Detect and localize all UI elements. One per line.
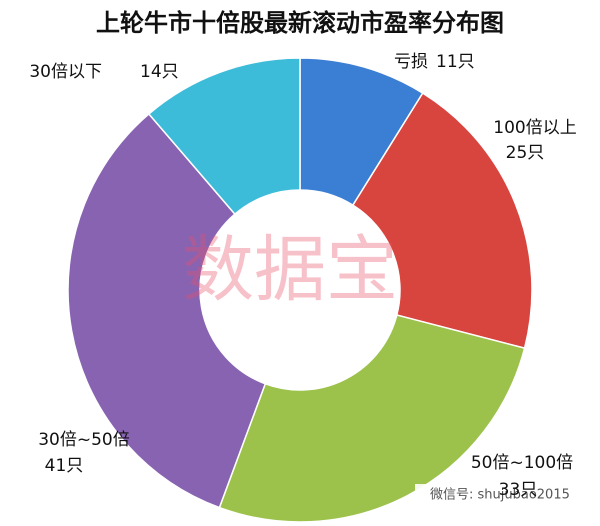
- category-label: 30倍以下: [29, 62, 102, 82]
- slice: [218, 314, 526, 523]
- value-label: 41只: [45, 456, 84, 476]
- category-label: 30倍~50倍: [38, 430, 130, 450]
- slice: [351, 92, 533, 350]
- value-label: 33只: [499, 480, 538, 500]
- donut: [67, 57, 533, 523]
- chart-title: 上轮牛市十倍股最新滚动市盈率分布图: [96, 9, 504, 37]
- category-label: 亏损: [394, 52, 428, 72]
- watermark: 数据宝: [182, 228, 398, 312]
- value-label: 14只: [140, 62, 179, 82]
- category-label: 100倍以上: [493, 118, 576, 138]
- slice: [147, 57, 301, 216]
- value-label: 11只: [436, 52, 475, 72]
- footer: 微信号: shujubao2015: [430, 488, 570, 503]
- value-label: 25只: [506, 143, 545, 163]
- slice: [67, 112, 267, 509]
- category-label: 50倍~100倍: [471, 453, 573, 473]
- footer-bg: [415, 484, 600, 506]
